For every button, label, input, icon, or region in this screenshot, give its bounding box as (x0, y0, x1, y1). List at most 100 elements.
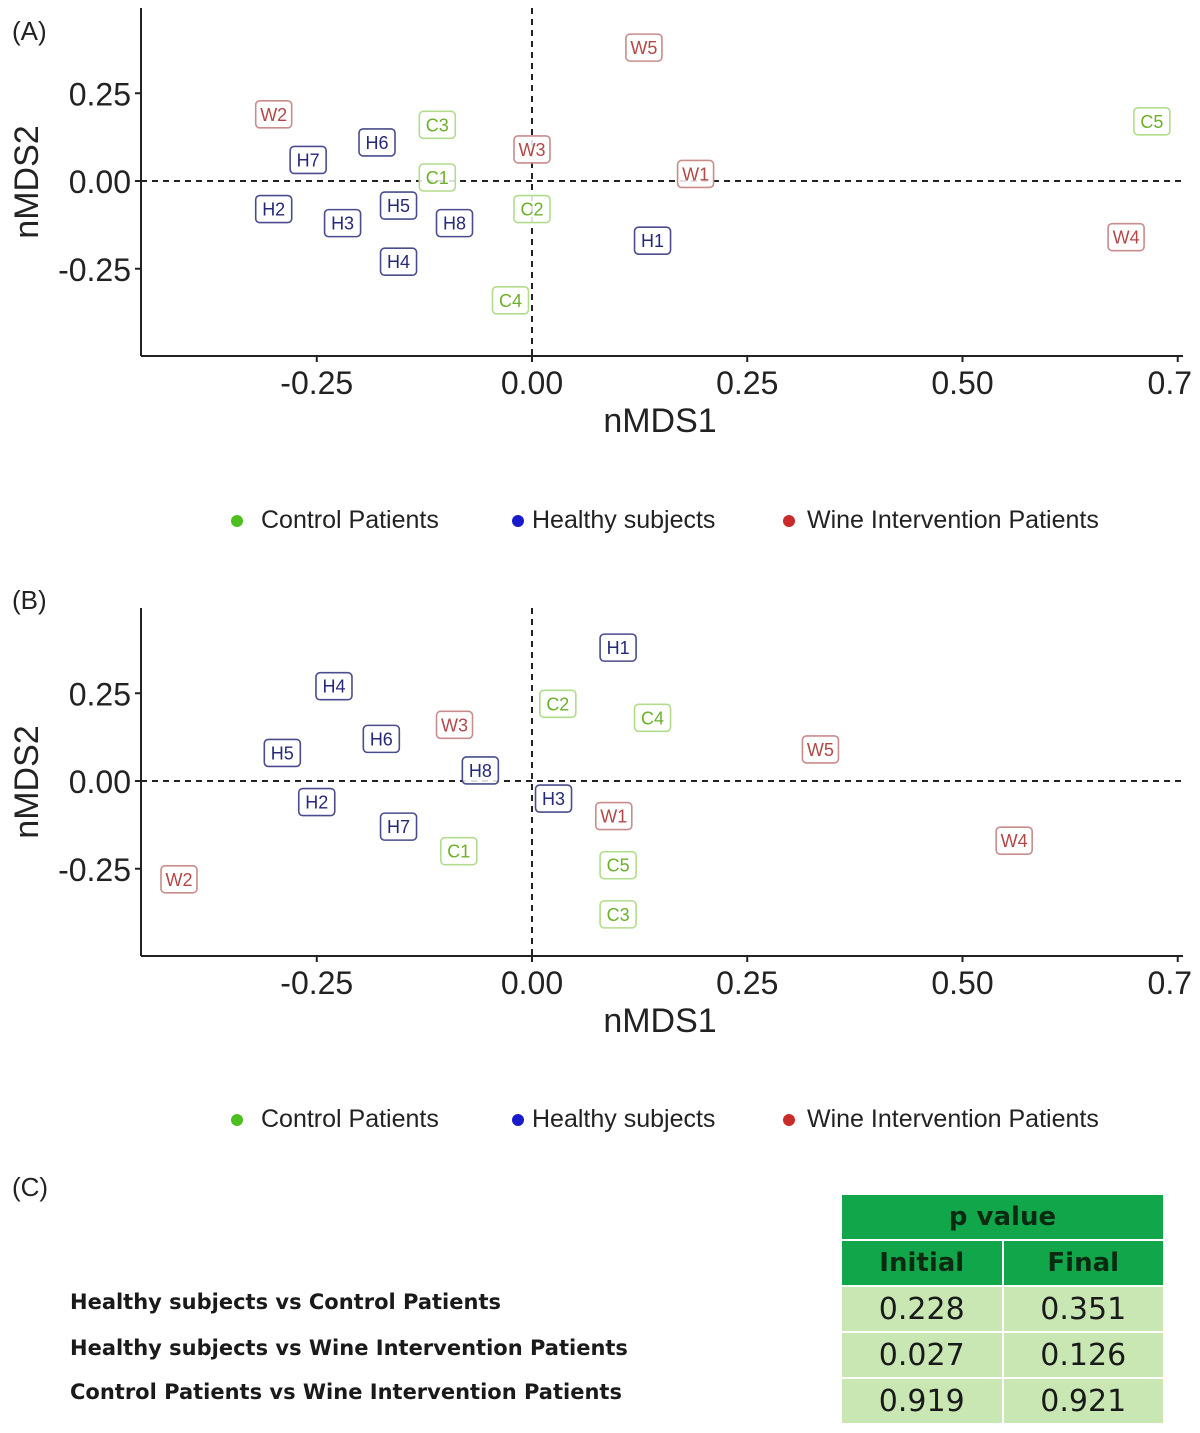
point-label-H3: H3 (536, 785, 572, 812)
x-tick-label: 0.50 (931, 965, 993, 1001)
point-label-H6: H6 (363, 725, 399, 752)
table-row: 0.228 0.351 (841, 1286, 1164, 1332)
y-tick-label: 0.25 (69, 676, 131, 712)
y-axis-title: nMDS2 (8, 725, 46, 838)
legend-item-healthy: Healthy subjects (512, 506, 715, 535)
point-label-W3: W3 (514, 136, 550, 163)
label-text: W1 (600, 807, 627, 827)
point-label-C3: C3 (600, 901, 636, 928)
point-label-W2: W2 (161, 866, 197, 893)
y-tick-label: 0.00 (69, 164, 131, 200)
label-text: H8 (443, 214, 466, 234)
point-label-C3: C3 (419, 111, 455, 138)
legend-b: Control Patients Healthy subjects Wine I… (0, 1105, 1200, 1145)
point-label-H7: H7 (381, 813, 417, 840)
point-label-H6: H6 (359, 129, 395, 156)
label-text: W1 (682, 164, 709, 184)
x-axis-title: nMDS1 (603, 1002, 716, 1040)
point-label-C5: C5 (600, 852, 636, 879)
label-text: H5 (271, 743, 294, 763)
y-tick-label: 0.00 (69, 764, 131, 800)
label-text: H8 (469, 761, 492, 781)
y-tick-label: -0.25 (58, 252, 131, 288)
label-text: C5 (1140, 112, 1163, 132)
legend-dot-icon (231, 515, 243, 527)
chart-b: -0.25 0.00 0.25 -0.25 0.00 0.25 0.50 0.7 nMDS1 nM… (0, 600, 1200, 1060)
label-text: H4 (387, 252, 410, 272)
label-text: C2 (546, 694, 569, 714)
comparison-label: Healthy subjects vs Control Patients (70, 1290, 501, 1314)
p-value-table: p value Initial Final 0.228 0.351 0.027 … (840, 1193, 1165, 1425)
label-text: W2 (260, 105, 287, 125)
label-text: W2 (165, 870, 192, 890)
x-tick-label: 0.25 (716, 965, 778, 1001)
point-label-C2: C2 (540, 690, 576, 717)
legend-label: Wine Intervention Patients (807, 506, 1099, 535)
legend-label: Control Patients (261, 506, 439, 535)
column-header-initial: Initial (841, 1240, 1003, 1286)
chart-a: -0.25 0.00 0.25 -0.25 0.00 0.25 0.50 0.7 nMDS1 nM… (0, 0, 1200, 460)
point-label-H1: H1 (635, 227, 671, 254)
point-label-W1: W1 (596, 803, 632, 830)
point-label-H4: H4 (381, 248, 417, 275)
point-label-W4: W4 (996, 827, 1032, 854)
point-label-H2: H2 (299, 789, 335, 816)
legend-item-control: Control Patients (231, 506, 439, 535)
point-label-H2: H2 (256, 196, 292, 223)
label-text: W4 (1113, 228, 1140, 248)
label-text: H2 (305, 793, 328, 813)
label-text: C5 (607, 856, 630, 876)
label-text: H6 (366, 133, 389, 153)
label-text: H1 (641, 231, 664, 251)
y-tick-label: -0.25 (58, 852, 131, 888)
label-text: C1 (447, 842, 470, 862)
p-value-initial: 0.228 (841, 1286, 1003, 1332)
point-label-C5: C5 (1134, 108, 1170, 135)
legend-item-healthy: Healthy subjects (512, 1105, 715, 1134)
x-tick-label: 0.7 (1148, 365, 1192, 401)
x-tick-label: -0.25 (280, 365, 353, 401)
point-label-W4: W4 (1108, 224, 1144, 251)
x-tick-label: 0.7 (1148, 965, 1192, 1001)
legend-dot-icon (783, 1114, 795, 1126)
label-text: H3 (542, 789, 565, 809)
label-text: C1 (426, 168, 449, 188)
label-text: H2 (262, 200, 285, 220)
point-label-C1: C1 (441, 838, 477, 865)
label-text: C4 (499, 291, 522, 311)
legend-dot-icon (512, 515, 524, 527)
column-header-final: Final (1003, 1240, 1165, 1286)
legend-dot-icon (783, 515, 795, 527)
point-label-C4: C4 (492, 287, 528, 314)
label-text: C2 (520, 200, 543, 220)
panel-letter-c: (C) (12, 1172, 48, 1203)
table-row: 0.919 0.921 (841, 1378, 1164, 1424)
p-value-final: 0.921 (1003, 1378, 1165, 1424)
point-label-W2: W2 (256, 101, 292, 128)
legend-item-wine: Wine Intervention Patients (783, 506, 1099, 535)
p-value-final: 0.351 (1003, 1286, 1165, 1332)
point-label-H5: H5 (264, 739, 300, 766)
y-axis-title: nMDS2 (8, 125, 46, 238)
y-tick-label: 0.25 (69, 76, 131, 112)
label-text: C3 (426, 115, 449, 135)
point-label-W1: W1 (678, 160, 714, 187)
x-tick-label: 0.00 (501, 965, 563, 1001)
point-label-C4: C4 (635, 704, 671, 731)
label-text: H1 (607, 638, 630, 658)
label-text: H3 (331, 214, 354, 234)
label-text: C4 (641, 708, 664, 728)
comparison-label: Healthy subjects vs Wine Intervention Pa… (70, 1336, 628, 1360)
point-label-H7: H7 (290, 146, 326, 173)
label-text: C3 (607, 905, 630, 925)
point-label-H4: H4 (316, 673, 352, 700)
legend-dot-icon (231, 1114, 243, 1126)
label-text: H7 (387, 817, 410, 837)
point-label-H8: H8 (437, 210, 473, 237)
legend-label: Wine Intervention Patients (807, 1105, 1099, 1134)
p-value-initial: 0.919 (841, 1378, 1003, 1424)
comparison-label: Control Patients vs Wine Intervention Pa… (70, 1380, 622, 1404)
legend-a: Control Patients Healthy subjects Wine I… (0, 506, 1200, 546)
point-label-H1: H1 (600, 634, 636, 661)
label-text: H5 (387, 196, 410, 216)
